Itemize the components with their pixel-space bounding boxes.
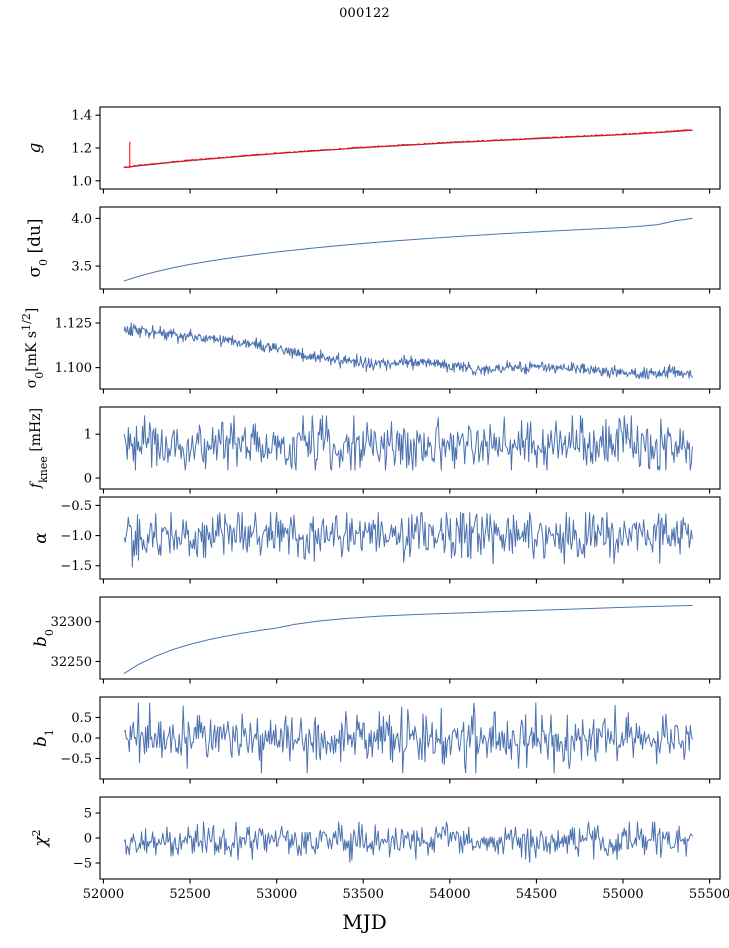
- y-tick-label: 1.100: [55, 361, 92, 376]
- y-axis-label-text: b0: [31, 629, 56, 647]
- panel-frame: [100, 597, 720, 679]
- x-axis-label: MJD: [0, 910, 729, 934]
- y-tick-label: 1.4: [71, 109, 92, 124]
- panel-2: 1.100 1.125 σ0[mK s1/2]: [20, 307, 721, 394]
- y-axis-label: χ2: [30, 829, 52, 847]
- panel-6: −0.5 0.0 0.5 b1: [31, 697, 720, 784]
- y-axis-label: fknee [mHz]: [28, 408, 50, 489]
- y-tick-label: 4.0: [71, 212, 92, 227]
- panel-1: 3.5 4.0 σ0 [du]: [25, 207, 720, 294]
- series-b0: [124, 606, 692, 674]
- x-tick-label: 53000: [256, 887, 297, 902]
- panel-frame: [100, 207, 720, 289]
- y-tick-label: 0.5: [71, 711, 92, 726]
- panel-frame: [100, 107, 720, 189]
- y-tick-label: 1.2: [71, 142, 92, 157]
- x-tick-label: 52000: [83, 887, 124, 902]
- y-axis-label-text: g: [25, 142, 45, 153]
- y-axis-label-text: σ0[mK s1/2]: [20, 308, 46, 389]
- y-tick-label: 0.0: [71, 732, 92, 747]
- y-tick-label: 0: [84, 832, 92, 847]
- panel-7: −5 0 5 52000 52500 53000 53500 54000 54500 55000 5…: [30, 797, 729, 902]
- series-b1: [124, 703, 692, 773]
- series-sigma0_mKs: [124, 323, 692, 379]
- y-axis-label-text: fknee [mHz]: [28, 408, 50, 489]
- y-axis-label: g: [25, 142, 45, 153]
- y-axis-label-text: σ0 [du]: [25, 218, 50, 277]
- x-tick-label: 54000: [429, 887, 470, 902]
- y-axis-label: b0: [31, 629, 56, 647]
- y-tick-label: −5: [73, 857, 92, 872]
- series-chi2: [124, 822, 692, 862]
- series-fit: [124, 130, 692, 167]
- y-axis-label: σ0[mK s1/2]: [20, 308, 46, 389]
- panel-4: −1.5 −1.0 −0.5 α: [31, 497, 720, 584]
- x-tick-label: 52500: [169, 887, 210, 902]
- series-alpha: [124, 513, 692, 567]
- y-tick-label: 3.5: [71, 260, 92, 275]
- y-tick-label: −0.5: [60, 499, 92, 514]
- y-axis-label-text: b1: [31, 729, 56, 747]
- y-tick-label: 5: [84, 807, 92, 822]
- x-tick-label: 55000: [602, 887, 643, 902]
- y-tick-label: 32300: [51, 615, 92, 630]
- series-f_knee: [124, 416, 692, 470]
- y-axis-label: α: [31, 532, 51, 544]
- y-tick-label: −1.5: [60, 559, 92, 574]
- x-tick-label: 54500: [516, 887, 557, 902]
- y-tick-label: 32250: [51, 655, 92, 670]
- y-axis-label: b1: [31, 729, 56, 747]
- panel-0: 1.0 1.2 1.4 g: [25, 107, 720, 194]
- figure-title: 000122: [0, 6, 729, 21]
- y-axis-label-text: χ2: [30, 829, 52, 847]
- y-axis-label-text: α: [31, 532, 51, 544]
- x-tick-label: 55500: [689, 887, 729, 902]
- series-sigma0_du: [124, 218, 692, 280]
- y-tick-label: 1.125: [55, 317, 92, 332]
- y-tick-label: 1: [84, 428, 92, 443]
- y-tick-label: −1.0: [60, 529, 92, 544]
- y-tick-label: 1.0: [71, 174, 92, 189]
- y-tick-label: 0: [84, 472, 92, 487]
- y-tick-label: −0.5: [60, 752, 92, 767]
- y-axis-label: σ0 [du]: [25, 218, 50, 277]
- x-tick-label: 53500: [343, 887, 384, 902]
- panel-3: 0 1 fknee [mHz]: [28, 407, 720, 494]
